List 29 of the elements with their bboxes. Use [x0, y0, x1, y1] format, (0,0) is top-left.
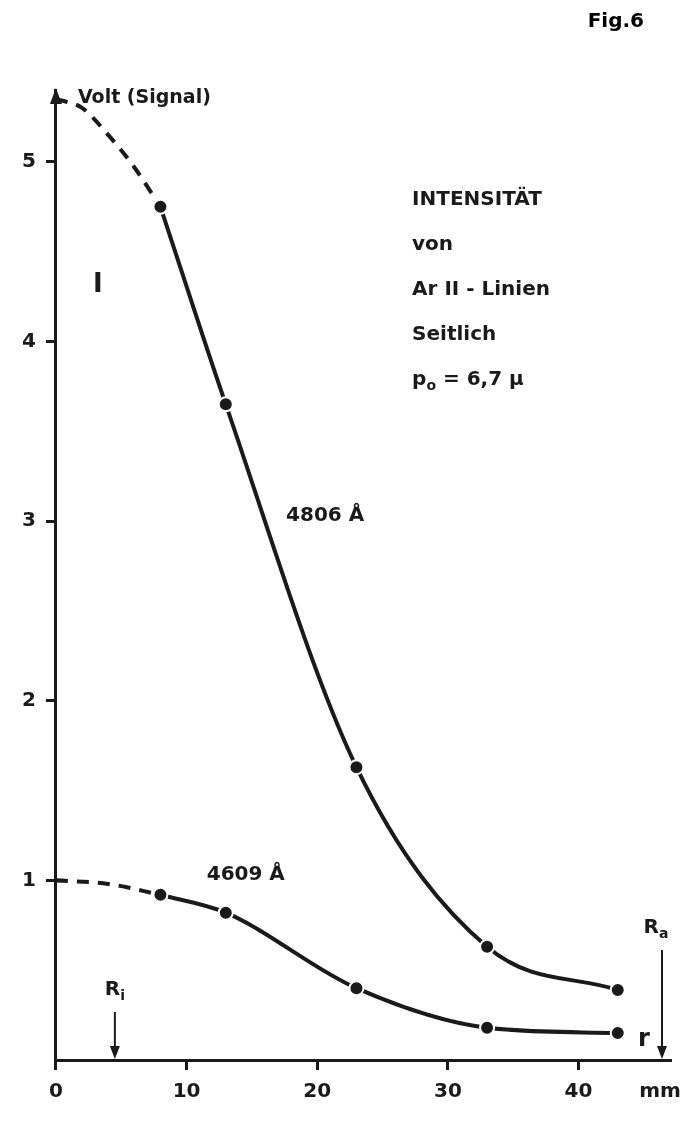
x-tick-label: 30 [433, 1078, 462, 1103]
series-label: 4609 Å [206, 860, 286, 885]
point [152, 198, 169, 215]
point [217, 904, 234, 921]
annotation: INTENSITÄT [412, 186, 543, 211]
annotation: r [638, 1024, 650, 1053]
series-label: 4806 Å [286, 501, 365, 526]
y-tick-label: 2 [21, 686, 36, 711]
point [217, 396, 234, 413]
chart-title: Fig.6 [586, 8, 645, 34]
y-axis-title: I [93, 267, 103, 298]
x-axis-title: mm [639, 1078, 681, 1103]
x-tick-label: 0 [48, 1078, 63, 1103]
annotation: von [412, 231, 454, 256]
point [479, 1019, 496, 1036]
x-tick-label: 20 [303, 1078, 332, 1103]
y-tick-label: 5 [21, 148, 36, 173]
y-tick-label: 4 [21, 327, 36, 352]
point [479, 938, 496, 955]
x-tick-label: 40 [564, 1078, 593, 1103]
point [152, 886, 169, 903]
y-tick-label: 1 [21, 866, 36, 891]
y-tick-label: 3 [21, 507, 36, 532]
point [348, 759, 365, 776]
x-tick-label: 10 [172, 1078, 201, 1103]
annotation: Seitlich [412, 321, 497, 346]
annotation: Ar II - Linien [412, 276, 551, 301]
annotation: Volt (Signal) [77, 84, 211, 107]
point [348, 980, 365, 997]
